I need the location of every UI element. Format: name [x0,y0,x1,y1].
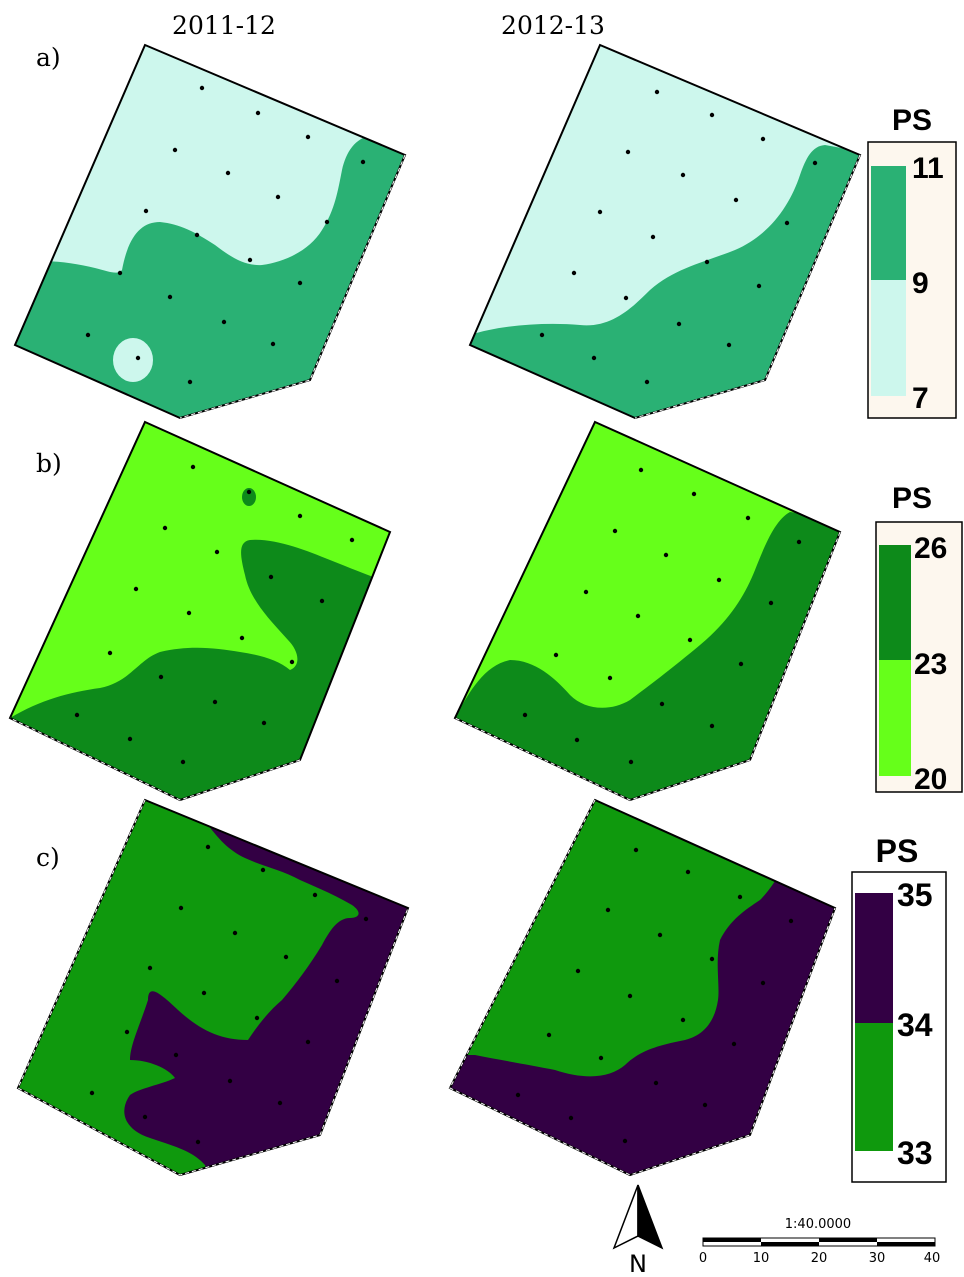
map-c-2011-12 [16,798,410,1177]
legend-c-value-33: 33 [897,1135,933,1171]
legend-a-value-7: 7 [912,382,929,415]
legend-a-value-11: 11 [912,152,944,185]
row-label-b: b) [36,449,62,478]
legend-b: PS 26 23 20 [875,482,963,796]
legend-a-title: PS [892,104,932,137]
scale-tick-20: 20 [811,1251,828,1266]
map-a-2012-13 [468,43,862,420]
legend-c-swatch-high [855,893,893,1023]
scale-tick-0: 0 [699,1251,707,1266]
legend-b-swatch-high [879,545,911,660]
legend-b-value-20: 20 [914,763,947,796]
legend-a-swatch-high [871,166,906,280]
legend-a: PS 11 9 7 [867,104,957,419]
legend-c-value-35: 35 [897,877,933,913]
legend-c: PS 35 34 33 [851,833,947,1183]
sampling-points [74,85,818,1145]
scale-tick-40: 40 [924,1251,941,1266]
row-label-a: a) [36,43,61,72]
scale-bar: 1:40.0000 0 10 20 30 40 [699,1217,940,1266]
map-b-2012-13 [453,420,842,802]
map-a-2011-12 [13,43,407,420]
legend-c-title: PS [876,833,919,869]
legend-c-value-34: 34 [897,1007,933,1043]
legend-b-value-26: 26 [914,532,947,565]
map-c-2012-13 [448,798,837,1177]
map-b-2011-12 [8,420,392,802]
scale-ratio: 1:40.0000 [785,1217,851,1232]
legend-b-swatch-low [879,660,911,776]
legend-b-value-23: 23 [914,648,947,681]
north-label: N [629,1250,647,1277]
scale-tick-30: 30 [869,1251,886,1266]
north-arrow-icon: N [612,1184,664,1277]
legend-c-swatch-low [855,1023,893,1151]
legend-a-swatch-low [871,280,906,396]
scale-tick-10: 10 [753,1251,770,1266]
legend-b-title: PS [892,482,932,515]
legend-a-value-9: 9 [912,267,929,300]
row-label-c: c) [36,843,60,872]
column-header-2011-12: 2011-12 [172,11,276,40]
column-header-2012-13: 2012-13 [501,11,605,40]
